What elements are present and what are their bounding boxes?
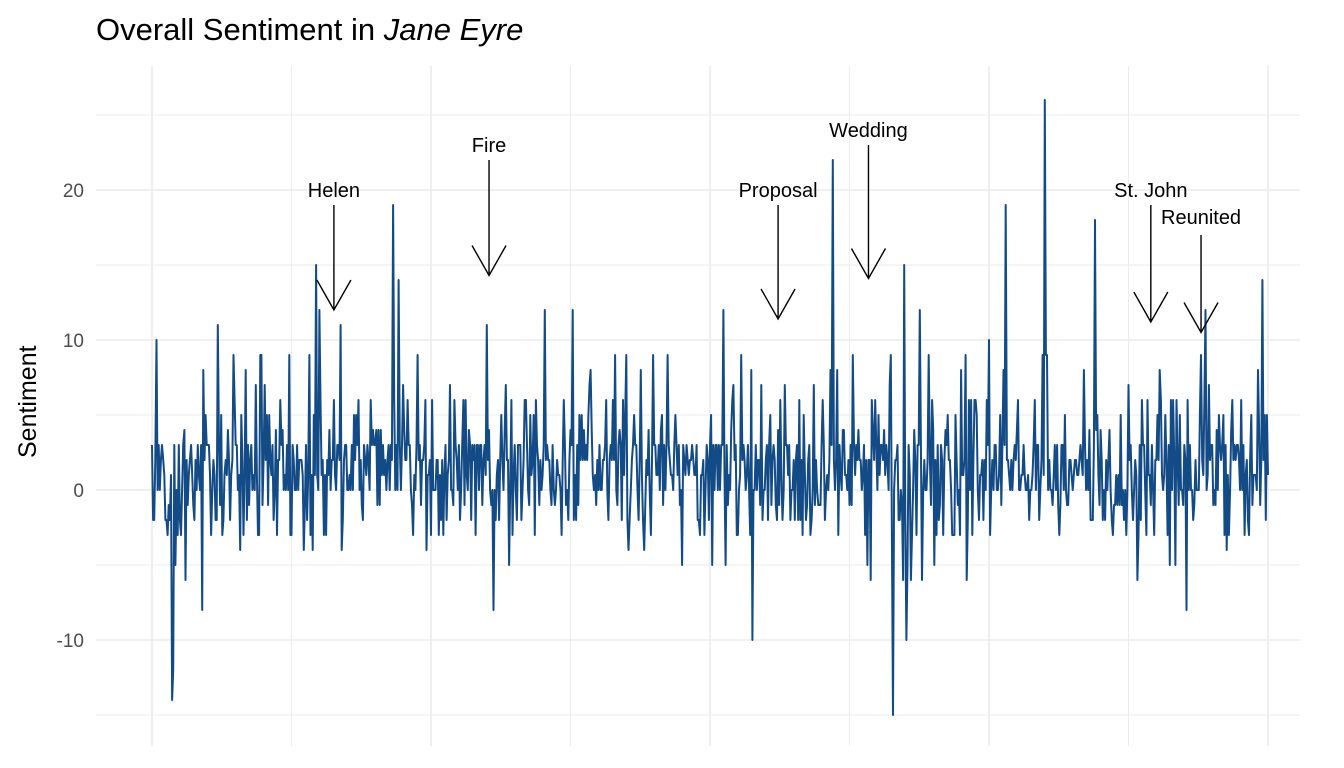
y-tick-label: 20 xyxy=(63,181,84,202)
annotation-arrow xyxy=(850,145,887,280)
annotation-label: Helen xyxy=(308,180,360,202)
annotation-label: Reunited xyxy=(1161,207,1241,229)
annotation-label: Fire xyxy=(472,135,506,157)
y-tick-label: -10 xyxy=(57,631,84,652)
annotation-arrow xyxy=(1183,235,1219,334)
grid-lines xyxy=(96,66,1300,746)
annotation-fire: Fire xyxy=(471,135,507,277)
y-axis-ticks: -10 0 10 20 xyxy=(57,181,84,652)
annotation-wedding: Wedding xyxy=(829,120,908,280)
annotation-arrow xyxy=(471,160,507,277)
chart-title-italic: Jane Eyre xyxy=(383,12,524,47)
annotation-arrow xyxy=(1133,205,1169,324)
y-tick-label: 0 xyxy=(73,481,84,502)
annotation-label: Proposal xyxy=(739,180,818,202)
y-axis-label: Sentiment xyxy=(14,345,42,458)
annotation-label: St. John xyxy=(1114,180,1187,202)
chart-title-text: Overall Sentiment in xyxy=(96,12,384,47)
annotation-st-john: St. John xyxy=(1114,180,1188,324)
annotation-helen: Helen xyxy=(308,180,360,312)
annotation-reunited: Reunited xyxy=(1161,207,1241,334)
annotation-proposal: Proposal xyxy=(739,180,818,321)
sentiment-line xyxy=(151,99,1269,716)
annotation-arrow xyxy=(316,205,352,312)
annotation-label: Wedding xyxy=(829,120,908,142)
annotation-arrow xyxy=(760,205,796,321)
annotations: Helen Fire Proposal Wedding St. John Reunited xyxy=(308,120,1241,334)
chart-title: Overall Sentiment in Jane Eyre xyxy=(96,12,523,48)
y-tick-label: 10 xyxy=(63,331,84,352)
